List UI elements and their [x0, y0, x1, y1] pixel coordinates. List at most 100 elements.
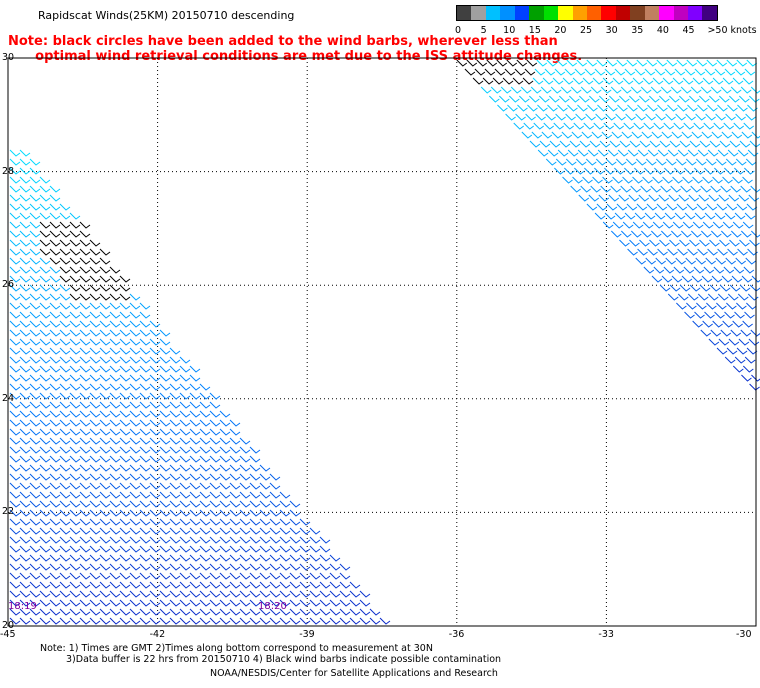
wind-barb	[642, 176, 653, 184]
wind-barb	[620, 86, 632, 94]
wind-barb	[199, 590, 211, 598]
wind-barb	[269, 581, 281, 589]
wind-barb	[119, 338, 131, 346]
wind-barb	[659, 140, 671, 148]
colorbar-cell	[500, 6, 515, 20]
wind-barb	[239, 527, 251, 535]
wind-barb	[49, 212, 61, 220]
wind-barb	[9, 617, 21, 625]
wind-barb	[149, 617, 161, 625]
wind-barb	[159, 464, 171, 472]
wind-barb	[9, 374, 21, 382]
wind-barb	[596, 203, 608, 211]
wind-barb	[9, 239, 21, 247]
wind-barb	[249, 572, 261, 580]
wind-barb	[329, 581, 341, 589]
wind-barb	[605, 113, 616, 121]
wind-barb	[209, 572, 221, 580]
wind-barb	[732, 320, 743, 328]
wind-barb	[269, 608, 281, 616]
wind-barb	[19, 284, 31, 292]
wind-barb	[744, 356, 756, 364]
wind-barb	[604, 212, 616, 220]
wind-barb	[19, 338, 31, 346]
wind-barb	[597, 104, 608, 112]
wind-barb	[540, 86, 552, 94]
wind-barb	[109, 590, 121, 598]
wind-barb	[249, 599, 261, 607]
wind-barb	[79, 284, 91, 292]
wind-barb	[59, 356, 71, 364]
wind-barb	[269, 527, 281, 535]
wind-barb	[530, 86, 542, 94]
wind-barb	[29, 428, 41, 436]
wind-barb	[59, 383, 71, 391]
wind-barb	[59, 518, 71, 526]
wind-barb	[19, 347, 31, 355]
wind-barb	[666, 203, 678, 211]
wind-barb	[696, 59, 708, 67]
wind-barb	[229, 599, 241, 607]
wind-barb	[638, 95, 650, 103]
wind-barb	[667, 149, 679, 157]
wind-barb	[169, 491, 181, 499]
wind-barb	[189, 401, 201, 409]
wind-barb	[309, 581, 321, 589]
wind-barb	[79, 491, 91, 499]
wind-barb	[49, 320, 61, 328]
wind-barb	[702, 176, 713, 184]
wind-barb	[615, 113, 626, 121]
wind-barb	[69, 554, 81, 562]
wind-barb	[129, 347, 141, 355]
wind-barb	[139, 338, 151, 346]
wind-barb	[686, 302, 697, 310]
wind-barb	[686, 59, 698, 67]
wind-barb	[632, 221, 644, 229]
wind-barb	[129, 419, 141, 427]
wind-barb	[219, 419, 231, 427]
wind-barb	[139, 563, 151, 571]
wind-barb	[523, 122, 535, 130]
wind-barb	[309, 599, 321, 607]
wind-barb	[129, 365, 141, 373]
note-line-1: Note: black circles have been added to t…	[8, 34, 558, 49]
wind-barb	[69, 590, 81, 598]
wind-barb	[593, 122, 605, 130]
wind-barb	[39, 617, 51, 625]
wind-barb	[750, 329, 760, 337]
wind-barb	[139, 410, 151, 418]
wind-barb	[717, 104, 728, 112]
wind-barb	[169, 500, 181, 508]
wind-barb	[9, 554, 21, 562]
wind-barb	[718, 194, 730, 202]
wind-barb	[59, 599, 71, 607]
wind-barb	[259, 545, 271, 553]
wind-barb	[99, 320, 111, 328]
wind-barb	[49, 248, 61, 256]
footer-line-1: Note: 1) Times are GMT 2)Times along bot…	[40, 643, 433, 654]
wind-barb	[109, 284, 121, 292]
wind-barb	[584, 68, 596, 76]
wind-barb	[249, 590, 261, 598]
wind-barb	[299, 617, 311, 625]
wind-barb	[239, 437, 251, 445]
wind-barb	[681, 131, 693, 139]
wind-barb	[19, 482, 31, 490]
wind-barb	[189, 365, 201, 373]
wind-barb	[629, 239, 640, 247]
wind-barb	[149, 608, 161, 616]
wind-barb	[711, 275, 723, 283]
wind-barb	[179, 401, 191, 409]
wind-barb	[39, 563, 51, 571]
wind-barb	[359, 608, 371, 616]
wind-barb	[89, 383, 101, 391]
wind-barb	[99, 437, 111, 445]
wind-barb	[139, 572, 151, 580]
wind-barb	[249, 563, 261, 571]
wind-barb	[605, 158, 617, 166]
wind-barb	[59, 374, 71, 382]
wind-barb	[590, 185, 601, 193]
wind-barb	[526, 59, 538, 67]
wind-barb	[299, 608, 311, 616]
wind-barb	[189, 500, 201, 508]
